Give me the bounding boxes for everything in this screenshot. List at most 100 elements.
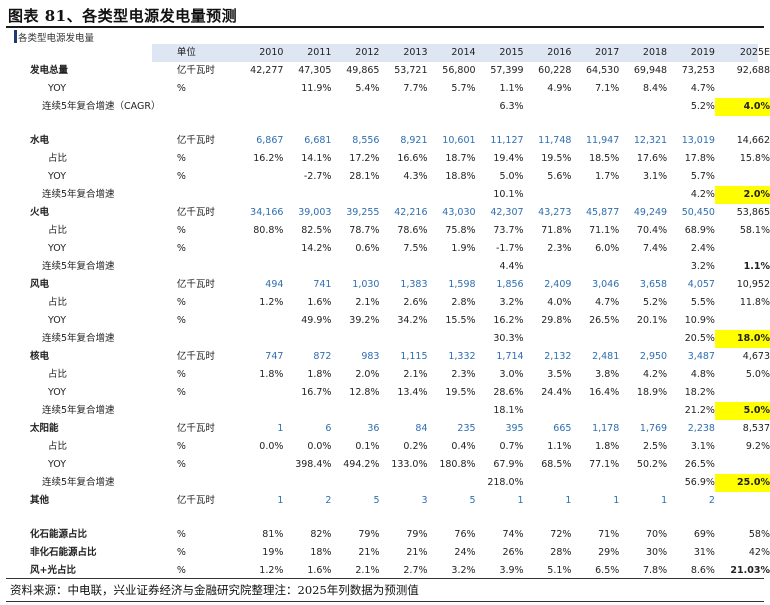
- value-cell: 10.9%: [684, 315, 715, 326]
- value-cell: [571, 98, 619, 116]
- value-cell: [379, 330, 427, 348]
- value-cell: 1.8%: [307, 369, 332, 380]
- value-cell: 7.8%: [642, 565, 668, 576]
- value-cell: 12.8%: [349, 387, 380, 398]
- row-unit: %: [176, 315, 186, 326]
- value-cell: 68.9%: [684, 225, 715, 236]
- value-cell: 81%: [262, 529, 284, 540]
- value-cell: 0.0%: [307, 441, 332, 452]
- value-cell: 0.1%: [355, 441, 380, 452]
- value-cell: 79%: [358, 529, 380, 540]
- value-cell: 6.5%: [595, 565, 620, 576]
- value-cell: 11.8%: [739, 297, 770, 308]
- value-cell: 76%: [454, 529, 476, 540]
- value-cell: 6,867: [256, 135, 284, 146]
- row-unit: %: [176, 83, 186, 94]
- value-cell: 4,673: [742, 351, 770, 362]
- row-unit: 亿千瓦时: [176, 65, 215, 76]
- value-cell: [283, 330, 331, 348]
- row-label: 连续5年复合增速: [42, 261, 115, 272]
- value-cell: [524, 474, 572, 492]
- value-cell: 21.03%: [730, 565, 770, 576]
- value-cell: [236, 240, 284, 258]
- value-cell: [236, 186, 284, 204]
- value-cell: 34.2%: [397, 315, 428, 326]
- value-cell: [331, 186, 379, 204]
- value-cell: [283, 474, 331, 492]
- row-unit: 亿千瓦时: [176, 135, 215, 146]
- table-row: YOY% 16.7% 12.8% 13.4% 19.5% 28.6% 24.4% 16.4% 1…: [30, 384, 770, 402]
- table-row: 太阳能 亿千瓦时 1 6 36 84 235 395 665 1,178 1,769 2,238 8,5…: [30, 420, 770, 438]
- value-cell: 6.3%: [499, 101, 524, 112]
- value-cell: 42,277: [250, 65, 284, 76]
- value-cell: 14.2%: [301, 243, 332, 254]
- value-cell: [236, 456, 284, 474]
- value-cell: [715, 312, 770, 330]
- row-unit: 亿千瓦时: [176, 351, 215, 362]
- row-unit: %: [176, 387, 186, 398]
- value-cell: 29.8%: [541, 315, 572, 326]
- value-cell: 42%: [748, 547, 770, 558]
- value-cell: 56.9%: [684, 477, 715, 488]
- value-cell: 64,530: [586, 65, 620, 76]
- row-unit: %: [176, 459, 186, 470]
- value-cell: 16.7%: [301, 387, 332, 398]
- value-cell: 7.4%: [642, 243, 668, 254]
- value-cell: 19.4%: [493, 153, 524, 164]
- value-cell: 69,948: [633, 65, 668, 76]
- value-cell: 3.1%: [642, 171, 668, 182]
- value-cell: 67.9%: [493, 459, 524, 470]
- value-cell: 235: [457, 423, 476, 434]
- value-cell: [331, 258, 379, 276]
- row-unit: 亿千瓦时: [176, 207, 215, 218]
- table-row: 占比% 16.2% 14.1% 17.2% 16.6% 18.7% 19.4% 19.5% 18…: [30, 150, 770, 168]
- value-cell: 1.2%: [259, 565, 284, 576]
- value-cell: [571, 402, 619, 420]
- value-cell: 71%: [598, 529, 620, 540]
- value-cell: 1.2%: [259, 297, 284, 308]
- row-label: 占比: [48, 441, 68, 452]
- figure-title: 图表 81、各类型电源发电量预测: [8, 7, 238, 25]
- value-cell: 1,598: [448, 279, 476, 290]
- value-cell: -2.7%: [303, 171, 332, 182]
- row-unit: 亿千瓦时: [176, 495, 215, 506]
- value-cell: 395: [505, 423, 524, 434]
- value-cell: 4.7%: [595, 297, 620, 308]
- value-cell: 73.7%: [493, 225, 524, 236]
- value-cell: 1.1%: [499, 83, 524, 94]
- value-cell: 13,019: [681, 135, 715, 146]
- value-cell: [524, 330, 572, 348]
- value-cell: [524, 402, 572, 420]
- value-cell: 0.7%: [499, 441, 524, 452]
- header-year-cell: 2014: [451, 47, 476, 58]
- spacer-cell: [30, 510, 770, 526]
- value-cell: 18.0%: [714, 330, 770, 348]
- value-cell: 71.1%: [589, 225, 620, 236]
- value-cell: 3.5%: [547, 369, 572, 380]
- value-cell: 5.1%: [547, 565, 572, 576]
- value-cell: [619, 402, 667, 420]
- generation-forecast-table: 单位 2010 2011 2012 2013 2014 2015 2016 20…: [30, 44, 770, 580]
- value-cell: 2.1%: [355, 565, 380, 576]
- value-cell: 18.2%: [684, 387, 715, 398]
- value-cell: 16.2%: [493, 315, 524, 326]
- top-rule: [6, 26, 764, 28]
- value-cell: 3,487: [687, 351, 715, 362]
- value-cell: 71.8%: [541, 225, 572, 236]
- table-row: 水电 亿千瓦时 6,867 6,681 8,556 8,921 10,601 11,127 11…: [30, 132, 770, 150]
- value-cell: 3.9%: [499, 565, 524, 576]
- table-row: 风+光占比% 1.2% 1.6% 2.1% 2.7% 3.2% 3.9% 5.1% 6.5% 7.…: [30, 562, 770, 580]
- value-cell: 747: [265, 351, 284, 362]
- value-cell: 25.0%: [714, 474, 770, 492]
- value-cell: 16.6%: [397, 153, 428, 164]
- value-cell: 42,307: [490, 207, 524, 218]
- value-cell: 34,166: [250, 207, 284, 218]
- value-cell: 5.2%: [642, 297, 668, 308]
- value-cell: [619, 258, 667, 276]
- table-row: 占比% 1.8% 1.8% 2.0% 2.1% 2.3% 3.0% 3.5% 3.8% 4.2% 4…: [30, 366, 770, 384]
- value-cell: [619, 330, 667, 348]
- value-cell: 15.8%: [739, 153, 770, 164]
- value-cell: 5.0%: [714, 402, 770, 420]
- value-cell: 3.2%: [499, 297, 524, 308]
- value-cell: 9.2%: [745, 441, 770, 452]
